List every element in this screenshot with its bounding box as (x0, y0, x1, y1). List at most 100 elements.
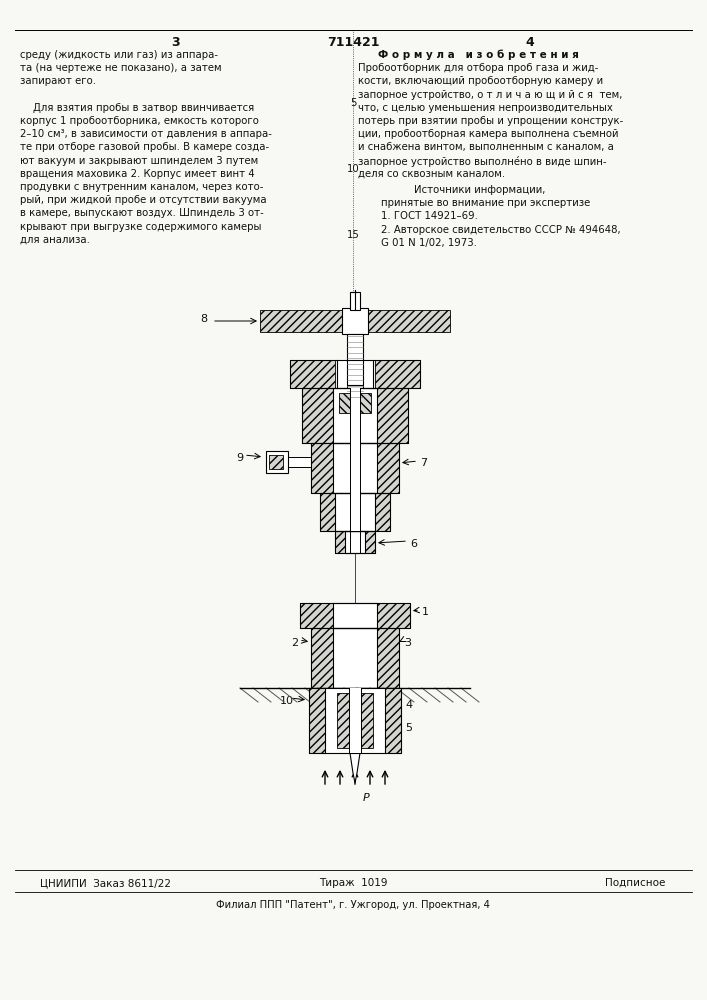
Bar (350, 443, 360, 493)
Text: для анализа.: для анализа. (20, 235, 90, 245)
Bar (333, 443, 377, 493)
Bar (333, 628, 377, 688)
Bar (311, 443, 339, 493)
Text: 4: 4 (405, 700, 412, 710)
Bar (371, 443, 399, 493)
Text: рый, при жидкой пробе и отсутствии вакуума: рый, при жидкой пробе и отсутствии вакуу… (20, 195, 267, 205)
Text: 7: 7 (420, 458, 427, 468)
Bar (333, 443, 377, 493)
Text: 1. ГОСТ 14921–69.: 1. ГОСТ 14921–69. (368, 211, 478, 221)
Bar (333, 388, 377, 443)
Bar (345, 531, 365, 553)
Text: Пробоотборник для отбора проб газа и жид-: Пробоотборник для отбора проб газа и жид… (358, 63, 598, 73)
Bar (300, 603, 410, 628)
Bar (337, 693, 349, 748)
Bar (375, 603, 410, 628)
Text: Подписное: Подписное (604, 878, 665, 888)
Bar (361, 693, 373, 748)
Text: запирают его.: запирают его. (20, 76, 96, 86)
Bar (365, 531, 375, 553)
Bar (325, 688, 385, 753)
Bar (349, 688, 361, 753)
Bar (350, 493, 360, 531)
Text: те при отборе газовой пробы. В камере созда-: те при отборе газовой пробы. В камере со… (20, 142, 269, 152)
Text: Филиал ППП "Патент", г. Ужгород, ул. Проектная, 4: Филиал ППП "Патент", г. Ужгород, ул. Про… (216, 900, 490, 910)
Text: 15: 15 (346, 230, 359, 240)
Text: 6: 6 (410, 539, 417, 549)
Text: вращения маховика 2. Корпус имеет винт 4: вращения маховика 2. Корпус имеет винт 4 (20, 169, 255, 179)
Bar (335, 493, 375, 531)
Bar (345, 531, 365, 553)
Text: Для взятия пробы в затвор ввинчивается: Для взятия пробы в затвор ввинчивается (20, 103, 255, 113)
Bar (335, 493, 375, 531)
Text: 2. Авторское свидетельство СССР № 494648,: 2. Авторское свидетельство СССР № 494648… (368, 225, 621, 235)
Text: принятые во внимание при экспертизе: принятые во внимание при экспертизе (368, 198, 590, 208)
Text: 3: 3 (404, 638, 411, 648)
Text: потерь при взятии пробы и упрощении конструк-: потерь при взятии пробы и упрощении конс… (358, 116, 624, 126)
Bar (370, 388, 408, 443)
Bar (269, 455, 283, 469)
Text: продувки с внутренним каналом, через кото-: продувки с внутренним каналом, через кот… (20, 182, 264, 192)
Text: 10: 10 (280, 696, 294, 706)
Text: кости, включающий пробоотборную камеру и: кости, включающий пробоотборную камеру и (358, 76, 603, 86)
Text: 1: 1 (422, 607, 429, 617)
Bar (375, 360, 420, 388)
Bar (311, 628, 399, 688)
Bar (347, 360, 363, 388)
Bar (337, 360, 373, 388)
Text: крывают при выгрузке содержимого камеры: крывают при выгрузке содержимого камеры (20, 222, 262, 232)
Text: Ф о р м у л а   и з о б р е т е н и я: Ф о р м у л а и з о б р е т е н и я (378, 50, 579, 60)
Text: G 01 N 1/02, 1973.: G 01 N 1/02, 1973. (368, 238, 477, 248)
Bar (333, 628, 377, 688)
Bar (266, 451, 288, 473)
Text: 5: 5 (405, 723, 412, 733)
Bar (368, 310, 450, 332)
Text: ЦНИИПИ  Заказ 8611/22: ЦНИИПИ Заказ 8611/22 (40, 878, 171, 888)
Text: в камере, выпускают воздух. Шпиндель 3 от-: в камере, выпускают воздух. Шпиндель 3 о… (20, 208, 264, 218)
Text: Тираж  1019: Тираж 1019 (319, 878, 387, 888)
Bar (300, 603, 335, 628)
Bar (342, 308, 368, 334)
Bar (350, 388, 360, 443)
Bar (309, 688, 401, 753)
Bar (350, 292, 360, 310)
Bar (320, 493, 390, 531)
Text: 3: 3 (170, 36, 180, 49)
Text: P: P (363, 793, 370, 803)
Bar (288, 457, 311, 467)
Bar (302, 388, 340, 443)
Bar (385, 688, 401, 753)
Text: Источники информации,: Источники информации, (388, 185, 545, 195)
Text: 10: 10 (346, 164, 359, 174)
Text: запорное устройство, о т л и ч а ю щ и й с я  тем,: запорное устройство, о т л и ч а ю щ и й… (358, 90, 622, 100)
Text: деля со сквозным каналом.: деля со сквозным каналом. (358, 169, 505, 179)
Bar (371, 628, 399, 688)
Bar (335, 531, 375, 553)
Text: 8: 8 (200, 314, 207, 324)
Text: и снабжена винтом, выполненным с каналом, а: и снабжена винтом, выполненным с каналом… (358, 142, 614, 152)
Text: 5: 5 (350, 98, 356, 108)
Bar (339, 393, 371, 413)
Bar (260, 310, 342, 332)
Text: корпус 1 пробоотборника, емкость которого: корпус 1 пробоотборника, емкость которог… (20, 116, 259, 126)
Bar (333, 603, 377, 628)
Bar (333, 388, 377, 443)
Bar (311, 443, 399, 493)
Text: что, с целью уменьшения непроизводительных: что, с целью уменьшения непроизводительн… (358, 103, 613, 113)
Text: та (на чертеже не показано), а затем: та (на чертеже не показано), а затем (20, 63, 221, 73)
Text: 711421: 711421 (327, 36, 379, 49)
Bar (309, 688, 325, 753)
Text: ции, пробоотборная камера выполнена съемной: ции, пробоотборная камера выполнена съем… (358, 129, 619, 139)
Bar (335, 531, 345, 553)
Bar (333, 603, 377, 628)
Text: 2–10 см³, в зависимости от давления в аппара-: 2–10 см³, в зависимости от давления в ап… (20, 129, 272, 139)
Text: ют вакуум и закрывают шпинделем 3 путем: ют вакуум и закрывают шпинделем 3 путем (20, 156, 258, 166)
Text: запорное устройство выполне́но в виде шпин-: запорное устройство выполне́но в виде шп… (358, 156, 607, 167)
Bar (290, 360, 420, 388)
Bar (320, 493, 340, 531)
Bar (370, 493, 390, 531)
Bar (347, 334, 363, 385)
Bar (302, 388, 408, 443)
Text: среду (жидкость или газ) из аппара-: среду (жидкость или газ) из аппара- (20, 50, 218, 60)
Text: 4: 4 (525, 36, 534, 49)
